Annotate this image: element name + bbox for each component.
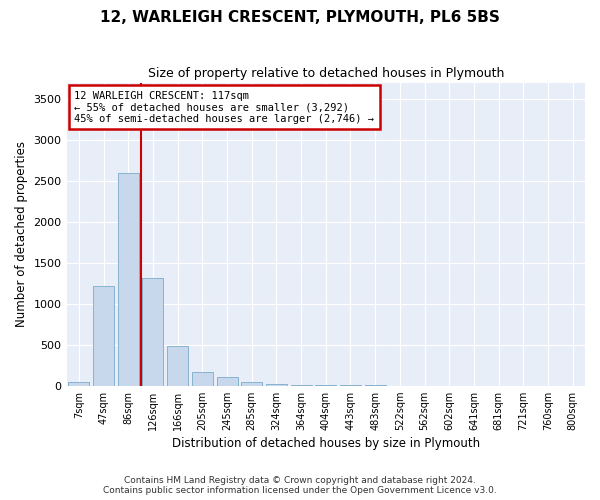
Bar <box>241 382 262 386</box>
Text: Contains HM Land Registry data © Crown copyright and database right 2024.
Contai: Contains HM Land Registry data © Crown c… <box>103 476 497 495</box>
X-axis label: Distribution of detached houses by size in Plymouth: Distribution of detached houses by size … <box>172 437 480 450</box>
Bar <box>68 382 89 386</box>
Bar <box>192 372 213 386</box>
Bar <box>167 346 188 386</box>
Y-axis label: Number of detached properties: Number of detached properties <box>15 142 28 328</box>
Title: Size of property relative to detached houses in Plymouth: Size of property relative to detached ho… <box>148 68 504 80</box>
Text: 12, WARLEIGH CRESCENT, PLYMOUTH, PL6 5BS: 12, WARLEIGH CRESCENT, PLYMOUTH, PL6 5BS <box>100 10 500 25</box>
Bar <box>93 286 114 386</box>
Bar <box>266 384 287 386</box>
Bar <box>118 173 139 386</box>
Text: 12 WARLEIGH CRESCENT: 117sqm
← 55% of detached houses are smaller (3,292)
45% of: 12 WARLEIGH CRESCENT: 117sqm ← 55% of de… <box>74 90 374 124</box>
Bar <box>142 278 163 386</box>
Bar <box>315 385 336 386</box>
Bar <box>290 385 311 386</box>
Bar <box>217 377 238 386</box>
